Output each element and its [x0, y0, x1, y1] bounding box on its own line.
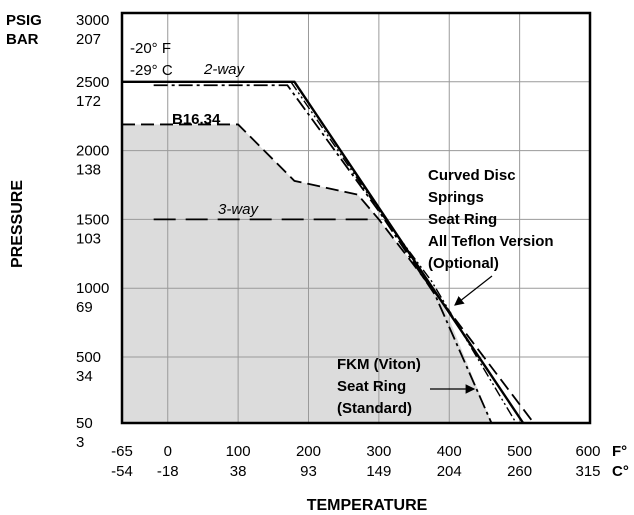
y-tick-bar-label: 172: [76, 93, 101, 110]
x-tick-f-label: 100: [226, 443, 251, 460]
x-tick-f-label: 200: [296, 443, 321, 460]
x-tick-c-label: 204: [437, 463, 462, 480]
x-tick-c-label: 260: [507, 463, 532, 480]
y-tick-psig-label: 50: [76, 415, 93, 432]
y-tick-bar-label: 207: [76, 31, 101, 48]
y-tick-psig-label: 500: [76, 349, 101, 366]
y-tick-labels: 3000 207 2500 172 2000 138 1500 103 1000 69 500 34 5…: [76, 12, 109, 451]
x-tick-f-label: 500: [507, 443, 532, 460]
y-tick-bar-label: 34: [76, 368, 93, 385]
x-tick-c-label: 315: [575, 463, 600, 480]
y-tick-bar-label: 103: [76, 230, 101, 247]
y-tick-psig-label: 1000: [76, 280, 109, 297]
series-line-dashdot: [153, 84, 493, 424]
curved-disc-label-1: Curved Disc: [428, 167, 516, 184]
x-tick-c-label: 93: [300, 463, 317, 480]
y-tick-bar-label: 69: [76, 299, 93, 316]
y-tick-psig-label: 2500: [76, 74, 109, 91]
y-unit-bar: BAR: [6, 31, 39, 48]
plot-frame: [120, 11, 592, 425]
curved-disc-leader-arrow: [454, 275, 493, 306]
y-tick-psig-label: 2000: [76, 143, 109, 160]
x-tick-f-label: -65: [111, 443, 133, 460]
x-tick-c-label: -54: [111, 463, 133, 480]
x-tick-f-label: 0: [164, 443, 172, 460]
x-axis-title: TEMPERATURE: [307, 497, 428, 514]
y-tick-bar-label: 138: [76, 162, 101, 179]
series-line-dashdotdot: [290, 81, 517, 424]
y-tick-psig-label: 3000: [76, 12, 109, 29]
y-tick-psig-label: 1500: [76, 211, 109, 228]
x-tick-f-label: 300: [366, 443, 391, 460]
three-way-label: 3-way: [218, 201, 260, 218]
x-unit-c: C°: [612, 463, 629, 480]
x-tick-c-label: 38: [230, 463, 247, 480]
x-unit-f: F°: [612, 443, 627, 460]
y-unit-psig: PSIG: [6, 12, 42, 29]
series-area-5: [122, 124, 492, 424]
x-tick-c-label: -18: [157, 463, 179, 480]
y-tick-bar-label: 3: [76, 434, 84, 451]
x-tick-f-label: 600: [575, 443, 600, 460]
two-way-label: 2-way: [203, 61, 246, 78]
curved-disc-label-5: (Optional): [428, 255, 499, 272]
fkm-label-3: (Standard): [337, 400, 412, 417]
curved-disc-label-2: Springs: [428, 189, 484, 206]
b1634-label: B16.34: [172, 111, 221, 128]
series-lines: [122, 80, 535, 424]
fkm-label-2: Seat Ring: [337, 378, 406, 395]
x-tick-c-label: 149: [366, 463, 391, 480]
curved-disc-label-4: All Teflon Version: [428, 233, 554, 250]
curved-disc-label-3: Seat Ring: [428, 211, 497, 228]
series-line-dashed: [122, 123, 535, 424]
min-temp-f-label: -20° F: [130, 40, 171, 57]
x-tick-f-label: 400: [437, 443, 462, 460]
allowable-region-area: [122, 124, 492, 424]
y-axis-title: PRESSURE: [9, 180, 26, 268]
x-tick-labels: -65 -54 0 -18 100 38 200 93 300 149 400 204 500 260 60…: [111, 443, 600, 480]
fkm-label-1: FKM (Viton): [337, 356, 421, 373]
min-temp-c-label: -29° C: [130, 62, 173, 79]
